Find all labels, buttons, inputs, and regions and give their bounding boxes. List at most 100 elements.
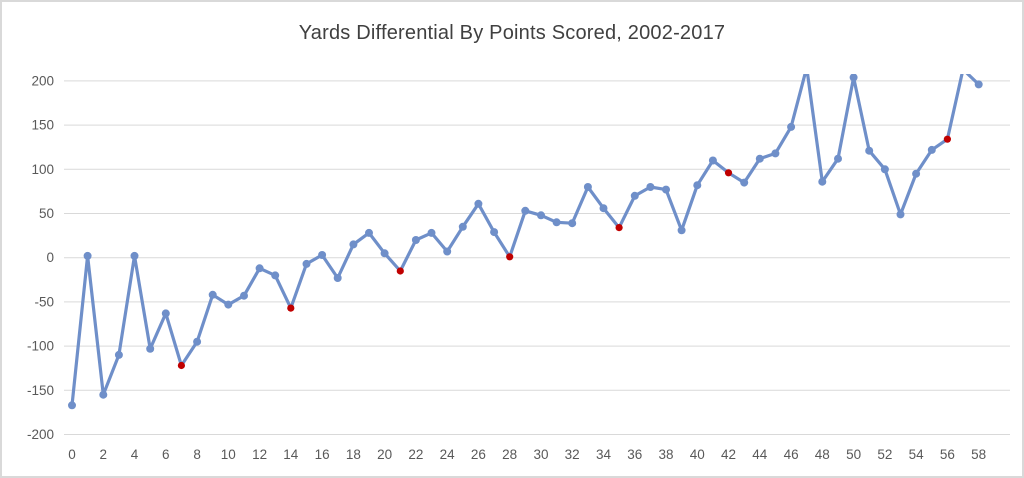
data-point-marker [630, 191, 639, 200]
x-axis-tick-label: 48 [815, 447, 830, 462]
data-point-marker [380, 249, 389, 258]
data-point-marker [755, 154, 764, 163]
data-point-marker [568, 219, 577, 228]
x-axis-tick-label: 22 [408, 447, 423, 462]
data-point-marker [255, 264, 264, 273]
data-point-marker [552, 218, 561, 227]
y-axis-tick-label: 0 [46, 250, 54, 265]
data-point-marker [599, 204, 608, 213]
x-axis-tick-label: 20 [377, 447, 392, 462]
data-point-marker [927, 145, 936, 154]
data-point-marker [458, 222, 467, 231]
data-point-marker [161, 309, 170, 318]
x-axis-tick-label: 4 [131, 447, 139, 462]
data-point-marker [708, 156, 717, 165]
y-axis-tick-label: 50 [39, 206, 54, 221]
x-axis-tick-label: 44 [752, 447, 768, 462]
data-point-marker [349, 240, 358, 249]
data-point-marker [537, 211, 545, 220]
x-axis-tick-label: 16 [315, 447, 330, 462]
x-axis-tick-label: 34 [596, 447, 612, 462]
data-point-marker [677, 226, 686, 235]
data-point-marker [771, 149, 780, 158]
data-point-marker [974, 80, 983, 89]
data-point-marker [646, 183, 655, 191]
x-axis-tick-label: 52 [877, 447, 892, 462]
data-point-marker [959, 65, 967, 73]
data-point-marker [302, 259, 311, 268]
data-point-marker-red [724, 169, 733, 177]
y-axis-tick-label: -200 [27, 427, 54, 442]
data-point-marker-red [287, 304, 295, 312]
data-point-marker-red [177, 361, 185, 370]
x-axis-tick-label: 38 [658, 447, 673, 462]
data-point-marker [912, 169, 921, 178]
data-point-marker [130, 251, 139, 260]
data-point-marker-red [615, 224, 623, 232]
x-axis-tick-label: 56 [940, 447, 955, 462]
chart-title: Yards Differential By Points Scored, 200… [298, 22, 726, 44]
data-point-marker [474, 199, 483, 208]
x-axis-tick-label: 50 [846, 447, 861, 462]
x-axis-tick-label: 46 [784, 447, 799, 462]
x-axis-tick-label: 42 [721, 447, 736, 462]
y-axis-tick-label: 150 [31, 118, 54, 133]
data-point-marker [787, 122, 796, 131]
data-point-marker [114, 350, 123, 359]
x-axis-tick-label: 54 [909, 447, 925, 462]
y-axis-tick-label: 100 [31, 162, 54, 177]
y-axis-tick-label: -100 [27, 339, 54, 354]
x-axis-tick-label: 26 [471, 447, 486, 462]
x-axis-tick-label: 18 [346, 447, 361, 462]
data-point-marker [693, 181, 702, 190]
series-group [68, 64, 983, 410]
data-point-marker [849, 74, 858, 82]
data-point-marker [99, 390, 108, 399]
data-point-marker [271, 271, 280, 280]
x-axis-tick-label: 40 [690, 447, 705, 462]
y-axis-tick-label: -50 [34, 294, 54, 309]
y-axis-tick-label: -150 [27, 383, 54, 398]
x-axis-tick-label: 36 [627, 447, 642, 462]
x-axis-tick-label: 28 [502, 447, 517, 462]
data-point-marker [662, 185, 670, 194]
data-point-marker [880, 165, 889, 174]
data-point-marker [865, 146, 874, 155]
data-point-marker [583, 183, 592, 191]
x-axis-tick-label: 8 [193, 447, 201, 462]
data-point-marker [224, 300, 233, 309]
x-axis-tick-label: 2 [100, 447, 108, 462]
x-axis-tick-label: 0 [68, 447, 76, 462]
data-point-marker [834, 154, 842, 163]
data-point-marker [411, 236, 420, 244]
data-point-marker-red [506, 253, 514, 261]
data-point-marker-red [943, 135, 952, 143]
x-axis-tick-label: 58 [971, 447, 986, 462]
data-point-marker [443, 247, 452, 256]
data-point-marker [740, 178, 749, 187]
data-point-marker [490, 228, 499, 237]
data-point-marker [427, 228, 436, 237]
data-point-marker [83, 251, 92, 260]
x-axis-tick-label: 12 [252, 447, 267, 462]
x-axis-tick-label: 6 [162, 447, 170, 462]
data-point-marker [333, 274, 342, 282]
data-point-marker [365, 228, 373, 237]
y-axis-tick-label: 200 [31, 73, 54, 88]
data-point-marker [193, 337, 202, 346]
data-point-marker [208, 290, 217, 299]
data-point-marker [818, 177, 827, 186]
data-point-marker [803, 64, 811, 72]
x-axis-tick-label: 30 [533, 447, 548, 462]
data-point-marker-red [396, 267, 404, 275]
data-point-marker [240, 291, 248, 300]
series-line [70, 74, 981, 407]
x-axis-tick-label: 10 [221, 447, 236, 462]
data-point-marker [318, 251, 327, 259]
data-point-marker [68, 401, 76, 410]
x-axis-tick-label: 32 [565, 447, 580, 462]
data-point-marker [146, 344, 155, 353]
data-point-marker [896, 210, 905, 219]
